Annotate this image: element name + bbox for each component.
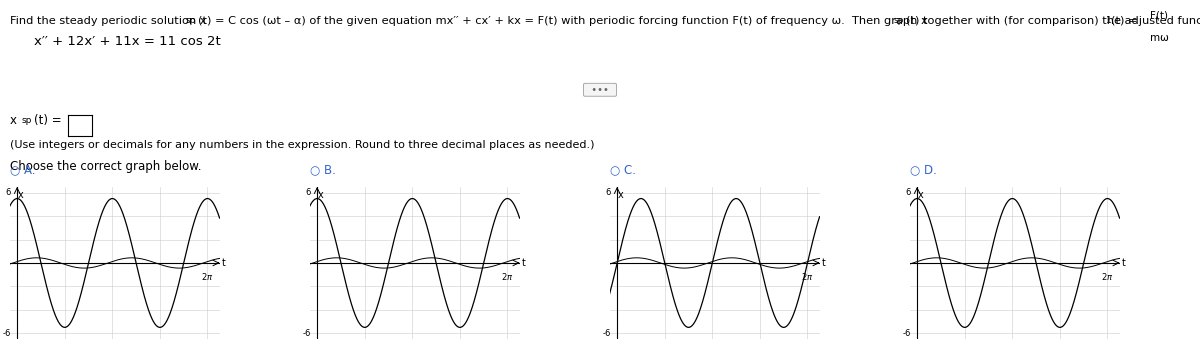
Text: ○ B.: ○ B. xyxy=(310,163,336,176)
Text: t: t xyxy=(222,258,226,268)
Text: -6: -6 xyxy=(602,329,611,338)
Text: sp: sp xyxy=(22,116,32,125)
Text: x: x xyxy=(918,190,924,200)
Text: 6: 6 xyxy=(606,188,611,197)
Text: ○ C.: ○ C. xyxy=(610,163,636,176)
Text: 6: 6 xyxy=(306,188,311,197)
Text: (t) = C cos (ωt – α) of the given equation mx′′ + cx′ + kx = F(t) with periodic : (t) = C cos (ωt – α) of the given equati… xyxy=(198,16,928,26)
Text: 6: 6 xyxy=(906,188,911,197)
Text: x: x xyxy=(618,190,624,200)
Text: sp: sp xyxy=(894,16,905,25)
Text: Choose the correct graph below.: Choose the correct graph below. xyxy=(10,160,202,173)
Text: $2\pi$: $2\pi$ xyxy=(502,271,514,282)
Text: x: x xyxy=(18,190,24,200)
Text: ○ D.: ○ D. xyxy=(910,163,936,176)
Text: (t) together with (for comparison) the adjusted function F: (t) together with (for comparison) the a… xyxy=(906,16,1200,26)
Text: •••: ••• xyxy=(584,85,616,95)
Text: -6: -6 xyxy=(302,329,311,338)
Text: x′′ + 12x′ + 11x = 11 cos 2t: x′′ + 12x′ + 11x = 11 cos 2t xyxy=(34,35,221,48)
Text: (Use integers or decimals for any numbers in the expression. Round to three deci: (Use integers or decimals for any number… xyxy=(10,140,594,151)
Text: x: x xyxy=(10,114,17,127)
Text: $2\pi$: $2\pi$ xyxy=(1102,271,1114,282)
Text: -6: -6 xyxy=(902,329,911,338)
Text: t: t xyxy=(822,258,826,268)
Text: Find the steady periodic solution x: Find the steady periodic solution x xyxy=(10,16,206,26)
Text: (t) =: (t) = xyxy=(34,114,65,127)
Text: $2\pi$: $2\pi$ xyxy=(802,271,814,282)
Text: 1: 1 xyxy=(1106,16,1112,25)
Text: ○ A.: ○ A. xyxy=(10,163,35,176)
Text: -6: -6 xyxy=(2,329,11,338)
Text: sp: sp xyxy=(186,16,197,25)
Text: (t) =: (t) = xyxy=(1111,16,1141,26)
Text: mω: mω xyxy=(1150,33,1169,43)
Text: x: x xyxy=(318,190,324,200)
Text: F(t): F(t) xyxy=(1150,10,1168,20)
Text: t: t xyxy=(522,258,526,268)
Text: $2\pi$: $2\pi$ xyxy=(202,271,214,282)
Text: 6: 6 xyxy=(6,188,11,197)
Text: t: t xyxy=(1122,258,1126,268)
